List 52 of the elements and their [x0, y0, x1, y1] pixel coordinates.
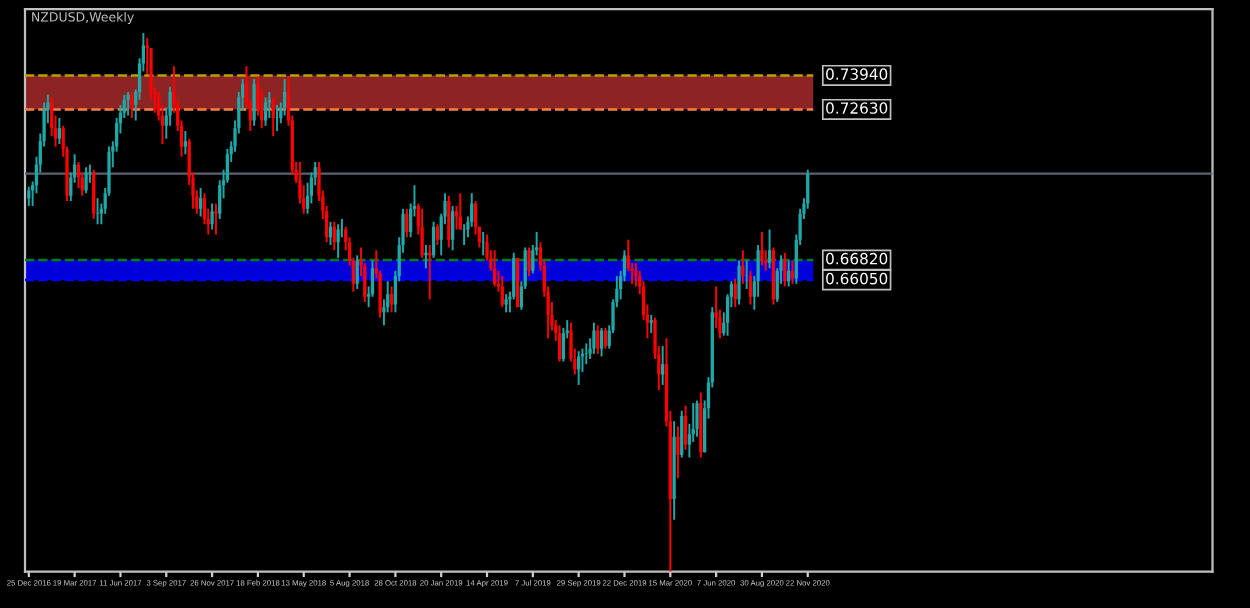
candlestick	[634, 262, 638, 288]
candlestick	[737, 259, 741, 306]
candlestick	[84, 166, 88, 195]
candlestick	[504, 293, 508, 314]
candlestick	[95, 197, 100, 226]
candlestick	[210, 202, 214, 231]
candlestick	[263, 96, 268, 127]
candlestick	[760, 231, 764, 267]
candlestick	[577, 350, 581, 386]
candlestick	[424, 244, 428, 270]
candlestick	[431, 220, 436, 259]
candlestick	[405, 207, 409, 239]
candlestick	[767, 228, 772, 270]
candlestick	[557, 324, 562, 363]
candlestick	[283, 78, 287, 117]
candlestick	[50, 96, 54, 138]
candlestick	[271, 96, 275, 138]
candlestick	[748, 269, 753, 306]
candlestick	[447, 194, 451, 249]
candlestick	[130, 91, 134, 119]
candlestick	[676, 425, 680, 480]
candlestick	[683, 404, 688, 451]
candlestick	[680, 409, 684, 459]
candlestick	[458, 192, 462, 231]
candlestick	[790, 259, 795, 285]
candlestick	[596, 324, 600, 355]
candlestick	[599, 326, 604, 358]
candlestick	[389, 285, 394, 314]
candlestick	[592, 321, 596, 355]
candlestick	[420, 207, 424, 259]
candlestick	[695, 399, 699, 438]
candlestick	[527, 246, 531, 278]
candlestick	[275, 104, 279, 132]
candlestick	[126, 91, 130, 117]
candlestick	[584, 342, 588, 366]
candlestick	[603, 326, 608, 350]
candlestick	[57, 117, 61, 145]
candlestick	[561, 326, 566, 363]
candlestick	[252, 78, 256, 127]
candlestick	[76, 161, 81, 189]
candlestick	[435, 223, 440, 246]
candlestick	[336, 223, 340, 259]
candlestick	[661, 345, 665, 386]
candlestick	[493, 249, 497, 288]
candlestick	[355, 254, 359, 290]
candlestick	[473, 199, 478, 236]
candlestick	[199, 186, 203, 218]
candlestick	[500, 275, 504, 309]
candlestick	[214, 202, 218, 236]
candlestick	[649, 313, 653, 335]
candlestick	[92, 168, 96, 221]
candlestick	[451, 205, 455, 252]
